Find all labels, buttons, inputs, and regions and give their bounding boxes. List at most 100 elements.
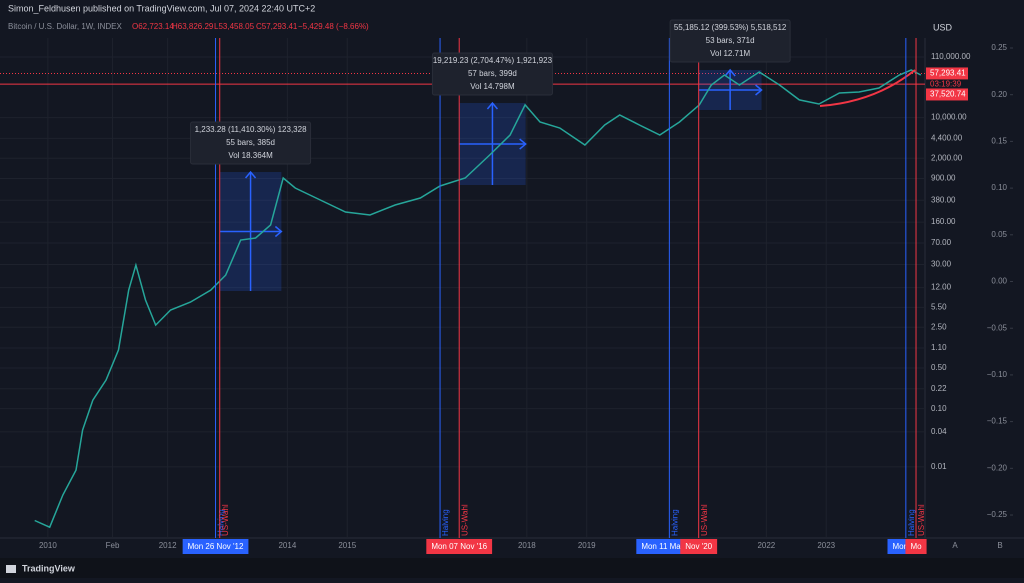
y-tick-label: 0.04: [931, 427, 947, 436]
y2-tick-label: 0.05: [991, 230, 1007, 239]
y-tick-label: 10,000.00: [931, 113, 967, 122]
measure-text: 1,233.28 (11,410.30%) 123,328: [195, 125, 307, 134]
date-marker: Mon 26 Nov '12: [182, 539, 249, 554]
y2-tick-label: 0.10: [991, 183, 1007, 192]
measure-text: Vol 12.71M: [710, 49, 750, 58]
brand[interactable]: TradingView: [22, 563, 76, 573]
measure-tooltip: [431, 52, 553, 96]
measure-text: 55 bars, 385d: [226, 138, 275, 147]
x-tick-label: 2014: [278, 541, 296, 550]
y-tick-label: 0.50: [931, 363, 947, 372]
legend-close: C57,293.41: [256, 22, 298, 31]
measure-text: 57 bars, 399d: [468, 69, 517, 78]
y-tick-label: 110,000.00: [931, 52, 971, 61]
x-tick-label: 2018: [518, 541, 536, 550]
y-tick-label: 1.10: [931, 343, 947, 352]
date-box: [905, 539, 927, 554]
date-marker: Mo: [905, 539, 927, 554]
logo: TradingView: [6, 563, 76, 573]
y-tick-label: 70.00: [931, 238, 952, 247]
y-tick-label: 900.00: [931, 174, 956, 183]
y-tick-label: 5.50: [931, 302, 947, 311]
legend-high: H63,826.29: [172, 22, 214, 31]
y2-tick-label: 0.25: [991, 43, 1007, 52]
legend-change: −5,429.48 (−8.66%): [298, 22, 369, 31]
measure-arrow-head: [244, 170, 257, 179]
countdown-box: [926, 79, 968, 91]
date-label: Mon 11 May '20: [641, 542, 698, 551]
event-label: Halving: [670, 509, 679, 536]
measure-arrow-head: [724, 68, 736, 77]
event-label: US-Wahl: [221, 504, 230, 536]
publisher: Simon_Feldhusen published on TradingView…: [8, 3, 315, 13]
y2-tick-label: −0.05: [987, 323, 1008, 332]
measure-text: 55,185.12 (399.53%) 5,518,512: [674, 23, 787, 32]
legend-open: O62,723.14: [132, 22, 174, 31]
y2-tick-label: 0.15: [991, 137, 1007, 146]
y-tick-label: 2,000.00: [931, 153, 963, 162]
x-tick-label: Feb: [106, 541, 120, 550]
x-tick-label: 2019: [578, 541, 596, 550]
event-label: US-Wahl: [917, 504, 926, 536]
toggle[interactable]: A: [952, 541, 958, 550]
y2-tick-label: 0.20: [991, 90, 1007, 99]
y-tick-label: 30.00: [931, 260, 952, 269]
x-tick-label: 2022: [757, 541, 775, 550]
date-label: Mon 07 Nov '16: [431, 542, 487, 551]
footer-bar: [0, 558, 1024, 578]
price-label-box: [926, 88, 968, 101]
price-label: 37,520.74: [930, 90, 966, 99]
measure-tooltip: [669, 19, 791, 63]
toggle[interactable]: B: [997, 541, 1002, 550]
x-tick-label: 2015: [338, 541, 356, 550]
measure-text: Vol 14.798M: [470, 82, 515, 91]
measure-arrow-head: [755, 84, 763, 96]
measure-arrow-head: [274, 225, 283, 238]
y2-tick-label: −0.25: [987, 510, 1008, 519]
price-label: 57,293.41: [930, 69, 966, 78]
date-marker: Mon 07 Nov '16: [426, 539, 493, 554]
legend-symbol: Bitcoin / U.S. Dollar, 1W, INDEX: [8, 22, 122, 31]
date-label: Mo: [910, 542, 922, 551]
event-label: Halving: [907, 509, 916, 536]
event-label: Halving: [441, 509, 450, 536]
x-tick-label: 2023: [817, 541, 835, 550]
countdown: 03:19:39: [930, 80, 962, 89]
date-label: Nov '20: [685, 542, 712, 551]
y2-tick-label: 0.00: [991, 277, 1007, 286]
date-box: [182, 539, 249, 554]
price-label-box: [926, 67, 968, 80]
y-tick-label: 0.22: [931, 384, 947, 393]
event-label: US-Wahl: [460, 504, 469, 536]
date-label: Mon 26 Nov '12: [188, 542, 244, 551]
y-tick-label: 2.50: [931, 322, 947, 331]
x-tick-label: 2012: [159, 541, 177, 550]
measure-text: 53 bars, 371d: [706, 36, 755, 45]
y-tick-label: 380.00: [931, 195, 956, 204]
y2-tick-label: −0.15: [987, 417, 1008, 426]
y-tick-label: 0.01: [931, 462, 947, 471]
event-label: US-Wahl: [700, 504, 709, 536]
y-tick-label: 0.10: [931, 404, 947, 413]
y-tick-label: 12.00: [931, 283, 952, 292]
measure-arrow-head: [519, 138, 527, 150]
measure-tooltip: [190, 121, 312, 165]
currency[interactable]: USD: [933, 22, 953, 32]
measure-text: 19,219.23 (2,704.47%) 1,921,923: [433, 56, 553, 65]
y2-tick-label: −0.10: [987, 370, 1008, 379]
date-box: [680, 539, 718, 554]
x-tick-label: 2010: [39, 541, 57, 550]
measure-arrow-head: [486, 101, 499, 110]
y2-tick-label: −0.20: [987, 463, 1008, 472]
event-label: Halving: [217, 509, 226, 536]
measure-text: Vol 18.364M: [228, 151, 273, 160]
y-tick-label: 160.00: [931, 217, 956, 226]
y-tick-label: 4,400.00: [931, 133, 963, 142]
date-box: [426, 539, 493, 554]
date-marker: Nov '20: [680, 539, 718, 554]
legend-low: L53,458.05: [214, 22, 255, 31]
